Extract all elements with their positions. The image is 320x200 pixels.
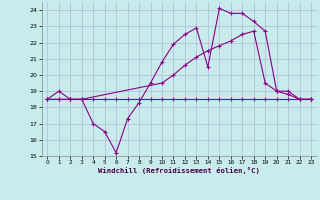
X-axis label: Windchill (Refroidissement éolien,°C): Windchill (Refroidissement éolien,°C) bbox=[98, 167, 260, 174]
